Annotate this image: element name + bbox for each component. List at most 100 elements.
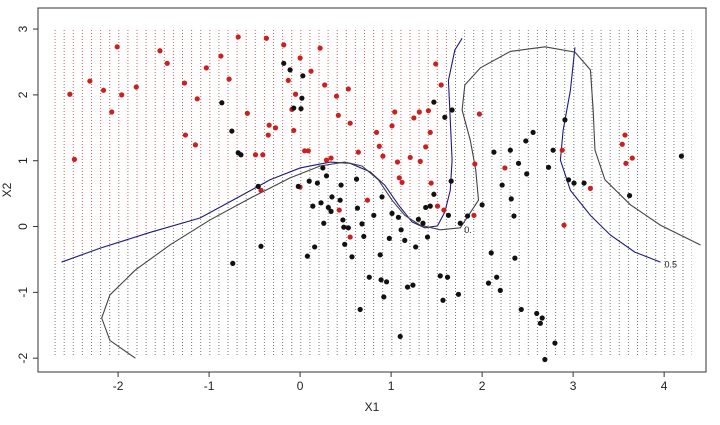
y-tick-label: 3 <box>16 25 30 32</box>
point <box>420 220 426 226</box>
curve-label: 0. <box>464 225 472 235</box>
point <box>380 153 386 159</box>
point <box>322 82 328 88</box>
point <box>345 225 351 231</box>
point <box>389 123 395 129</box>
point <box>497 287 503 293</box>
point <box>411 115 417 121</box>
point <box>629 155 635 161</box>
point <box>265 132 271 138</box>
point <box>230 260 236 266</box>
point <box>524 171 530 177</box>
point <box>258 187 264 193</box>
point <box>255 183 261 189</box>
y-axis-label: X2 <box>0 182 14 197</box>
point <box>494 274 500 280</box>
point <box>305 148 311 154</box>
point <box>114 44 120 50</box>
prediction-grid <box>54 28 692 357</box>
point <box>287 67 293 73</box>
point <box>386 235 392 241</box>
point <box>235 34 241 40</box>
x-tick-label: 2 <box>479 379 486 393</box>
point <box>379 194 385 200</box>
point <box>328 208 334 214</box>
curve-label: 0.5 <box>664 259 677 269</box>
point <box>537 320 543 326</box>
point <box>394 159 401 165</box>
point <box>455 291 462 297</box>
point <box>550 147 556 153</box>
point <box>472 161 478 167</box>
point <box>321 220 327 226</box>
point <box>431 191 437 197</box>
point <box>299 95 305 101</box>
point <box>434 203 441 209</box>
plot-frame <box>37 7 707 373</box>
point <box>561 222 567 228</box>
point <box>342 241 348 247</box>
point <box>281 60 287 66</box>
y-tick-label: 0 <box>16 223 30 230</box>
point <box>444 274 451 280</box>
point <box>71 156 78 162</box>
x-tick-label: -1 <box>204 379 215 393</box>
point <box>285 77 291 84</box>
point <box>272 125 279 131</box>
point <box>416 109 422 115</box>
point <box>407 154 413 161</box>
point <box>281 42 287 48</box>
point <box>298 106 304 112</box>
point <box>306 178 312 184</box>
point <box>389 210 395 216</box>
point <box>587 185 594 191</box>
point <box>552 340 558 346</box>
point <box>203 65 209 71</box>
point <box>545 164 552 170</box>
point <box>427 129 433 136</box>
point <box>440 297 446 303</box>
point <box>464 213 471 219</box>
point <box>479 202 485 208</box>
point <box>539 315 545 321</box>
point <box>619 141 625 147</box>
point <box>626 192 633 199</box>
point <box>448 178 454 184</box>
point <box>263 35 270 41</box>
point <box>333 93 340 99</box>
point <box>499 182 505 188</box>
point <box>445 212 452 218</box>
point <box>424 234 431 240</box>
decision-boundary <box>61 37 661 263</box>
point <box>511 213 517 219</box>
point <box>623 160 629 166</box>
point <box>425 108 432 114</box>
point <box>318 200 324 206</box>
point <box>258 243 264 249</box>
point <box>260 152 266 158</box>
point <box>345 86 351 92</box>
point <box>226 76 232 82</box>
point <box>383 279 390 285</box>
decision-boundary <box>101 46 701 359</box>
point <box>398 227 404 233</box>
point <box>376 143 382 149</box>
point <box>297 55 303 61</box>
point <box>476 111 482 117</box>
point <box>423 144 429 150</box>
point <box>427 203 433 209</box>
point <box>371 212 377 218</box>
point <box>328 155 334 161</box>
point <box>449 107 455 113</box>
point <box>415 216 422 222</box>
point <box>317 45 323 51</box>
y-tick-label: -1 <box>16 287 30 298</box>
x-tick-label: 0 <box>297 379 304 393</box>
y-tick-label: -2 <box>16 353 30 364</box>
point <box>542 356 548 363</box>
point <box>515 160 522 166</box>
point <box>312 244 318 250</box>
point <box>340 217 346 223</box>
point <box>562 117 568 123</box>
